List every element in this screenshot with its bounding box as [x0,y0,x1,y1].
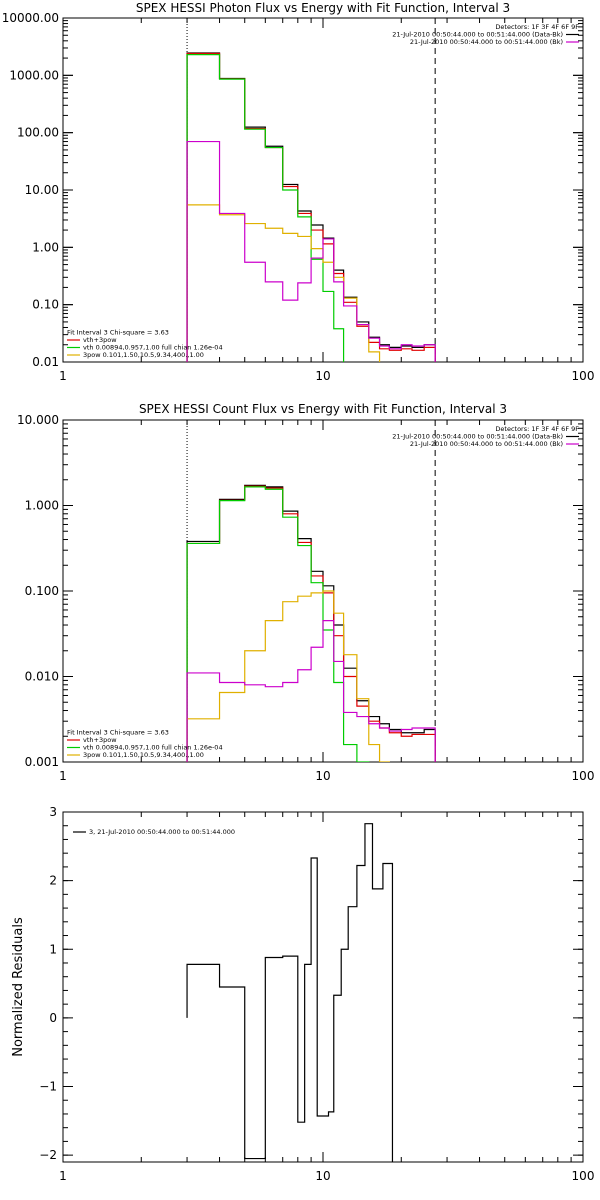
series-line-1 [186,484,436,762]
y-axis-ticks: 0.01 0.10 1.00 10.00 100.00 1000.00 10000.00 [2,11,583,369]
y-tick-label: 10000.00 [2,11,59,25]
panel-3: 1 10 100 −2 −1 0 1 2 3 Normalized Residuals 3, 21-… [11,805,594,1183]
legend-entry-label: vth 0.00894,0.957,1.00 full chian 1.26e-… [83,344,223,352]
y-tick-label: 0.100 [25,584,59,598]
legend-bottom-left: Fit Interval 3 Chi-square = 3.63vth+3pow… [67,329,223,359]
legend-entry-label: 3pow 0.101,1.50,10.5,9.34,400.,1.00 [83,751,204,759]
series-group [186,823,394,1162]
y-tick-label: 2 [49,874,57,888]
series-line-5 [186,140,436,362]
x-axis-ticks: 1 10 100 [59,420,594,783]
x-tick-label: 10 [315,369,330,383]
series-group [186,52,436,362]
y-tick-label: 0.001 [25,755,59,769]
y-tick-label: 0.10 [32,298,59,312]
series-group [186,484,436,762]
series-line-3 [186,53,345,362]
legend-entry-label: 21-Jul-2010 00:50:44.000 to 00:51:44.000… [392,31,563,39]
y-tick-label: 0 [49,1011,57,1025]
y-tick-label: 10.00 [25,183,59,197]
chart-title: SPEX HESSI Photon Flux vs Energy with Fi… [136,1,510,15]
x-tick-label: 1 [59,769,67,783]
legend-entry-label: vth+3pow [83,336,117,344]
series-line-4 [186,204,381,362]
legend-entry-label: 3pow 0.101,1.50,10.5,9.34,400.,1.00 [83,351,204,359]
series-line-4 [186,590,390,762]
legend-entry-label: vth 0.00894,0.957,1.00 full chian 1.26e-… [83,744,223,752]
legend-header: Fit Interval 3 Chi-square = 3.63 [67,729,169,737]
y-tick-label: 0.010 [25,670,59,684]
x-tick-label: 10 [315,769,330,783]
plot-frame [62,17,584,363]
series-line-1 [186,52,436,362]
series-line-2 [186,52,436,362]
y-tick-label: 1000.00 [9,68,59,82]
legend-top-left: 3, 21-Jul-2010 00:50:44.000 to 00:51:44.… [73,828,235,836]
x-axis-ticks: 1 10 100 [59,18,594,383]
series-line-5 [186,620,436,762]
legend-entry-label: 21-Jul-2010 00:50:44.000 to 00:51:44.000… [410,440,563,448]
legend-entry-label: 3, 21-Jul-2010 00:50:44.000 to 00:51:44.… [89,828,235,836]
x-tick-label: 10 [315,1169,330,1183]
y-tick-label: 1.00 [32,240,59,254]
y-tick-label: 100.00 [17,126,59,140]
legend-header: Detectors: 1F 3F 4F 6F 9F [495,425,579,433]
x-tick-label: 100 [572,369,595,383]
x-tick-label: 100 [572,769,595,783]
series-line-3 [186,486,370,762]
panel-2: SPEX HESSI Count Flux vs Energy with Fit… [17,402,594,783]
legend-header: Detectors: 1F 3F 4F 6F 9F [495,23,579,31]
legend-bottom-left: Fit Interval 3 Chi-square = 3.63vth+3pow… [67,729,223,759]
y-tick-label: 1.000 [25,499,59,513]
legend-header: Fit Interval 3 Chi-square = 3.63 [67,329,169,337]
y-tick-label: −1 [39,1080,57,1094]
y-axis-label: Normalized Residuals [11,917,26,1057]
x-tick-label: 100 [572,1169,595,1183]
legend-entry-label: 21-Jul-2010 00:50:44.000 to 00:51:44.000… [392,433,563,441]
y-tick-label: 10.000 [17,413,59,427]
x-axis-ticks: 1 10 100 [59,812,594,1183]
y-tick-label: −2 [39,1148,57,1162]
y-axis-ticks: 0.001 0.010 0.100 1.000 10.000 [17,413,583,769]
x-tick-label: 1 [59,369,67,383]
x-tick-label: 1 [59,1169,67,1183]
y-tick-label: 3 [49,805,57,819]
series-line-2 [186,485,436,762]
y-tick-label: 0.01 [32,355,59,369]
series-line-1 [186,823,394,1162]
panel-1: SPEX HESSI Photon Flux vs Energy with Fi… [2,1,595,383]
plot-frame [62,811,584,1163]
y-axis-ticks: −2 −1 0 1 2 3 [39,805,583,1162]
y-tick-label: 1 [49,942,57,956]
legend-entry-label: vth+3pow [83,736,117,744]
chart-title: SPEX HESSI Count Flux vs Energy with Fit… [139,402,507,416]
legend-entry-label: 21-Jul-2010 00:50:44.000 to 00:51:44.000… [410,38,563,46]
